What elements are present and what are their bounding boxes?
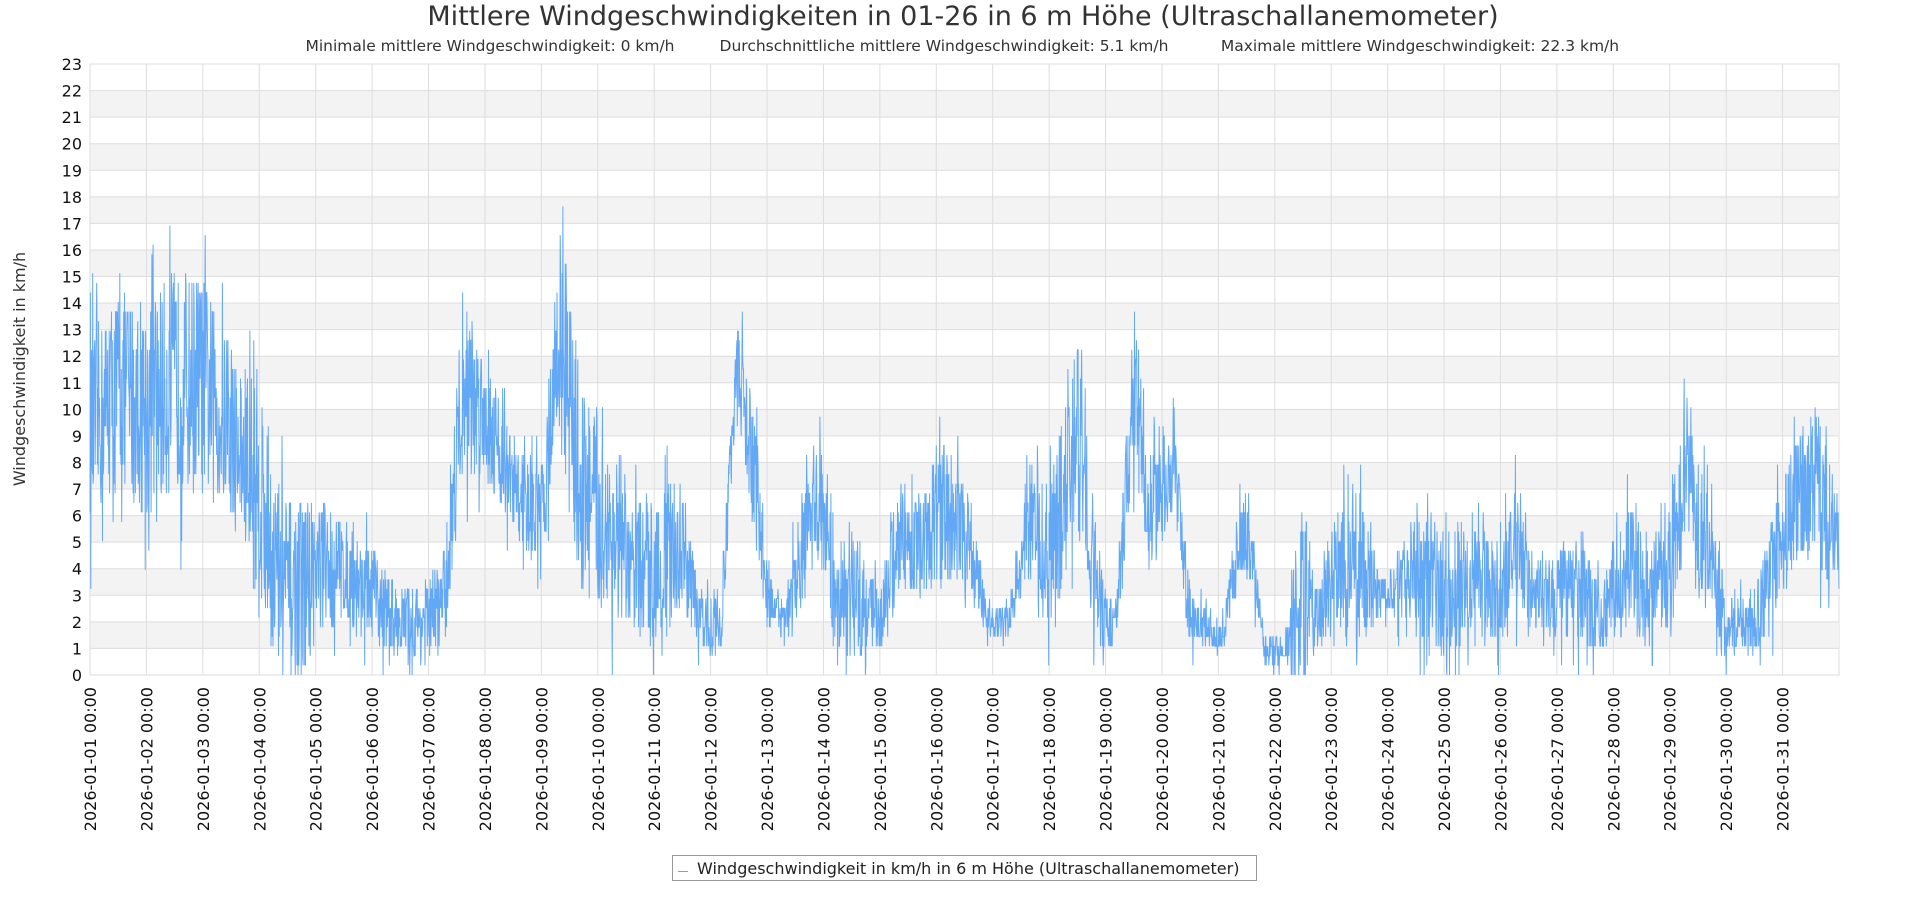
y-tick-label: 14 <box>62 294 82 313</box>
legend-line-icon <box>678 871 688 872</box>
y-tick-label: 11 <box>62 374 82 393</box>
subtitle-max: Maximale mittlere Windgeschwindigkeit: 2… <box>1220 37 1620 55</box>
x-tick-label: 2026-01-01 00:00 <box>81 687 100 831</box>
x-tick-label: 2026-01-14 00:00 <box>814 687 833 831</box>
y-tick-label: 20 <box>62 135 82 154</box>
x-tick-label: 2026-01-02 00:00 <box>137 687 156 831</box>
x-tick-label: 2026-01-10 00:00 <box>589 687 608 831</box>
wind-speed-series-line <box>89 206 1840 676</box>
x-tick-label: 2026-01-11 00:00 <box>645 687 664 831</box>
y-tick-label: 2 <box>72 613 82 632</box>
x-tick-label: 2026-01-16 00:00 <box>927 687 946 831</box>
chart-title: Mittlere Windgeschwindigkeiten in 01-26 … <box>427 1 1499 32</box>
y-tick-label: 4 <box>72 560 82 579</box>
x-tick-label: 2026-01-27 00:00 <box>1548 687 1567 831</box>
x-tick-label: 2026-01-05 00:00 <box>307 687 326 831</box>
y-tick-label: 19 <box>62 161 82 180</box>
x-tick-label: 2026-01-23 00:00 <box>1322 687 1341 831</box>
x-tick-label: 2026-01-12 00:00 <box>702 687 721 831</box>
x-tick-label: 2026-01-04 00:00 <box>250 687 269 831</box>
x-tick-label: 2026-01-08 00:00 <box>476 687 495 831</box>
grid-band <box>90 196 1839 224</box>
y-tick-label: 13 <box>62 321 82 340</box>
y-tick-label: 18 <box>62 188 82 207</box>
y-tick-label: 3 <box>72 586 82 605</box>
y-tick-label: 7 <box>72 480 82 499</box>
x-tick-label: 2026-01-25 00:00 <box>1435 687 1454 831</box>
x-tick-label: 2026-01-09 00:00 <box>532 687 551 831</box>
grid-band <box>90 409 1839 436</box>
grid-band <box>90 90 1839 118</box>
x-tick-label: 2026-01-31 00:00 <box>1774 687 1793 831</box>
grid-band <box>90 462 1839 490</box>
legend[interactable]: Windgeschwindigkeit in km/h in 6 m Höhe … <box>672 855 1257 881</box>
x-tick-label: 2026-01-24 00:00 <box>1379 687 1398 831</box>
x-tick-label: 2026-01-20 00:00 <box>1153 687 1172 831</box>
y-tick-label: 22 <box>62 82 82 101</box>
x-tick-label: 2026-01-17 00:00 <box>984 687 1003 831</box>
y-tick-label: 6 <box>72 507 82 526</box>
x-tick-label: 2026-01-28 00:00 <box>1604 687 1623 831</box>
x-tick-label: 2026-01-07 00:00 <box>420 687 439 831</box>
y-tick-label: 17 <box>62 214 82 233</box>
grid-band <box>90 249 1839 277</box>
y-tick-label: 9 <box>72 427 82 446</box>
y-tick-label: 10 <box>62 400 82 419</box>
y-tick-label: 5 <box>72 533 82 552</box>
y-tick-label: 8 <box>72 453 82 472</box>
y-tick-label: 16 <box>62 241 82 260</box>
x-tick-label: 2026-01-06 00:00 <box>363 687 382 831</box>
x-tick-label: 2026-01-29 00:00 <box>1661 687 1680 831</box>
y-axis-label: Windgeschwindigkeit in km/h <box>10 252 29 486</box>
legend-label: Windgeschwindigkeit in km/h in 6 m Höhe … <box>697 859 1240 878</box>
grid-band <box>90 356 1839 383</box>
x-tick-label: 2026-01-22 00:00 <box>1266 687 1285 831</box>
x-tick-label: 2026-01-13 00:00 <box>758 687 777 831</box>
x-tick-label: 2026-01-19 00:00 <box>1097 687 1116 831</box>
x-tick-label: 2026-01-18 00:00 <box>1040 687 1059 831</box>
y-tick-label: 1 <box>72 639 82 658</box>
x-tick-label: 2026-01-26 00:00 <box>1491 687 1510 831</box>
subtitle-avg: Durchschnittliche mittlere Windgeschwind… <box>719 37 1169 55</box>
x-tick-label: 2026-01-15 00:00 <box>871 687 890 831</box>
grid-band <box>90 143 1839 171</box>
x-tick-label: 2026-01-03 00:00 <box>194 687 213 831</box>
y-tick-label: 0 <box>72 666 82 685</box>
x-tick-label: 2026-01-21 00:00 <box>1209 687 1228 831</box>
y-tick-label: 15 <box>62 268 82 287</box>
subtitle-min: Minimale mittlere Windgeschwindigkeit: 0… <box>305 37 675 55</box>
y-tick-label: 21 <box>62 108 82 127</box>
x-tick-label: 2026-01-30 00:00 <box>1717 687 1736 831</box>
grid-band <box>90 303 1839 330</box>
y-tick-label: 23 <box>62 55 82 74</box>
y-tick-label: 12 <box>62 347 82 366</box>
